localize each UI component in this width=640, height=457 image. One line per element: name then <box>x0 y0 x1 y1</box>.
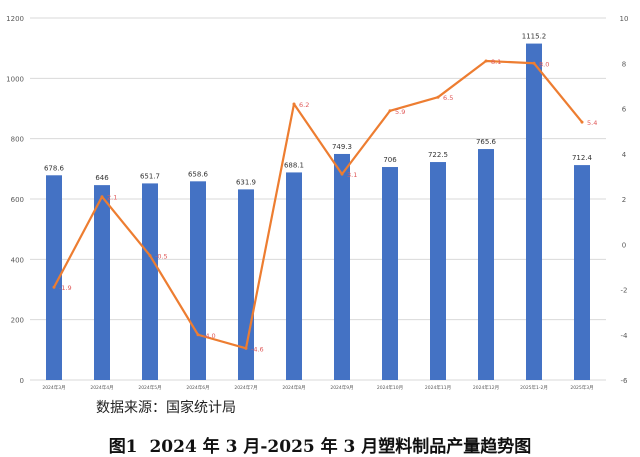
growth-point <box>244 346 248 350</box>
growth-line <box>53 59 583 350</box>
growth-point <box>532 61 536 65</box>
bar-value-label: 688.1 <box>284 161 304 169</box>
x-tick-label: 2024年5月 <box>138 384 161 391</box>
growth-point <box>292 102 296 106</box>
bar-value-label: 658.6 <box>188 170 209 178</box>
growth-point <box>580 120 584 124</box>
bar <box>574 165 590 380</box>
bar-value-label: 631.9 <box>236 178 256 186</box>
growth-value-label: -4.0 <box>203 332 216 340</box>
x-tick-label: 2024年7月 <box>234 384 257 391</box>
growth-point <box>52 285 56 289</box>
growth-point <box>484 59 488 63</box>
figure-caption: 图1 2024 年 3 月-2025 年 3 月塑料制品产量趋势图 <box>0 432 640 457</box>
bar <box>430 162 446 380</box>
growth-value-label: 6.2 <box>299 101 309 109</box>
figure-number: 图1 <box>108 437 138 457</box>
data-source-note: 数据来源：国家统计局 <box>96 400 236 416</box>
x-tick-label: 2024年4月 <box>90 384 113 391</box>
y-right-tick-label: 10 <box>620 15 629 23</box>
bar <box>94 185 110 380</box>
x-tick-label: 2024年3月 <box>42 384 65 391</box>
bar-value-label: 678.6 <box>44 164 65 172</box>
growth-value-label: 2.1 <box>107 194 117 202</box>
y-right-tick-label: -6 <box>621 377 629 385</box>
bar <box>46 175 62 380</box>
growth-point <box>388 109 392 113</box>
figure-title: 2024 年 3 月-2025 年 3 月塑料制品产量趋势图 <box>149 437 532 457</box>
y-right-tick-label: 4 <box>622 151 627 159</box>
y-left-tick-label: 400 <box>11 256 24 264</box>
growth-point <box>436 95 440 99</box>
bar <box>382 167 398 380</box>
growth-point <box>148 254 152 258</box>
growth-value-label: 8.1 <box>491 58 501 66</box>
y-right-tick-label: 0 <box>622 241 626 249</box>
y-right-tick-label: 6 <box>622 106 627 114</box>
bar <box>142 183 158 380</box>
bar <box>526 43 542 381</box>
y-left-tick-label: 1200 <box>6 15 24 23</box>
growth-value-label: -1.9 <box>59 284 72 292</box>
growth-value-label: 5.9 <box>395 108 405 116</box>
growth-point <box>196 333 200 337</box>
bar-value-label: 1115.2 <box>522 33 547 41</box>
y-right-tick-label: -2 <box>621 287 628 295</box>
bar-value-label: 722.5 <box>428 151 448 159</box>
bar-value-label: 712.4 <box>572 154 593 162</box>
x-tick-label: 2025年3月 <box>570 384 593 391</box>
bar-value-label: 765.6 <box>476 138 497 146</box>
growth-value-label: 6.5 <box>443 94 453 102</box>
growth-value-label: -0.5 <box>155 253 168 261</box>
y-left-tick-label: 600 <box>11 196 24 204</box>
y-left-tick-label: 1000 <box>6 75 24 83</box>
y-left-tick-label: 800 <box>11 136 24 144</box>
bar-value-label: 651.7 <box>140 172 160 180</box>
x-tick-label: 2024年10月 <box>377 384 403 391</box>
growth-point <box>340 172 344 176</box>
x-tick-label: 2024年11月 <box>425 384 451 391</box>
y-right-tick-label: 2 <box>622 196 626 204</box>
bar <box>286 172 302 380</box>
growth-value-label: 3.1 <box>347 171 357 179</box>
bar-value-label: 646 <box>95 174 109 182</box>
bar <box>478 149 494 380</box>
bar <box>190 181 206 380</box>
x-tick-label: 2025年1-2月 <box>520 384 548 391</box>
x-tick-label: 2024年6月 <box>186 384 209 391</box>
growth-value-label: 8.0 <box>539 60 549 68</box>
production-trend-chart: 0 200 400 600 800 1000 1200 -6 -4 -2 0 2 4 6 8 10 678.6 2… <box>6 15 629 391</box>
y-left-tick-label: 200 <box>11 317 24 325</box>
y-left-tick-label: 0 <box>20 377 24 385</box>
growth-point <box>100 195 104 199</box>
x-tick-label: 2024年8月 <box>282 384 305 391</box>
bar-value-label: 749.3 <box>332 143 352 151</box>
growth-value-label: -4.6 <box>251 345 264 353</box>
bar-value-label: 706 <box>383 156 397 164</box>
x-tick-label: 2024年9月 <box>330 384 353 391</box>
y-right-tick-label: -4 <box>621 332 629 340</box>
y-right-tick-label: 8 <box>622 60 626 68</box>
x-tick-label: 2024年12月 <box>473 384 499 391</box>
growth-value-label: 5.4 <box>587 119 597 127</box>
bar <box>334 153 350 380</box>
